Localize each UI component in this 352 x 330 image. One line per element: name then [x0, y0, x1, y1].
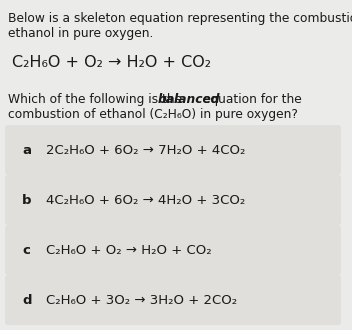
FancyBboxPatch shape [5, 225, 341, 275]
Text: balanced: balanced [157, 93, 220, 106]
Text: a: a [22, 144, 31, 156]
Text: 2C₂H₆O + 6O₂ → 7H₂O + 4CO₂: 2C₂H₆O + 6O₂ → 7H₂O + 4CO₂ [46, 144, 245, 156]
Text: Below is a skeleton equation representing the combustion of: Below is a skeleton equation representin… [8, 12, 352, 25]
Text: ethanol in pure oxygen.: ethanol in pure oxygen. [8, 27, 153, 40]
Text: C₂H₆O + O₂ → H₂O + CO₂: C₂H₆O + O₂ → H₂O + CO₂ [12, 55, 211, 70]
FancyBboxPatch shape [5, 125, 341, 175]
Text: c: c [22, 244, 30, 256]
FancyBboxPatch shape [5, 275, 341, 325]
FancyBboxPatch shape [5, 175, 341, 225]
Text: d: d [22, 293, 31, 307]
Text: equation for the: equation for the [199, 93, 302, 106]
Text: C₂H₆O + 3O₂ → 3H₂O + 2CO₂: C₂H₆O + 3O₂ → 3H₂O + 2CO₂ [46, 293, 237, 307]
Text: 4C₂H₆O + 6O₂ → 4H₂O + 3CO₂: 4C₂H₆O + 6O₂ → 4H₂O + 3CO₂ [46, 193, 245, 207]
Text: Which of the following is the: Which of the following is the [8, 93, 186, 106]
Text: combustion of ethanol (C₂H₆O) in pure oxygen?: combustion of ethanol (C₂H₆O) in pure ox… [8, 108, 298, 121]
Text: b: b [22, 193, 31, 207]
Text: C₂H₆O + O₂ → H₂O + CO₂: C₂H₆O + O₂ → H₂O + CO₂ [46, 244, 212, 256]
